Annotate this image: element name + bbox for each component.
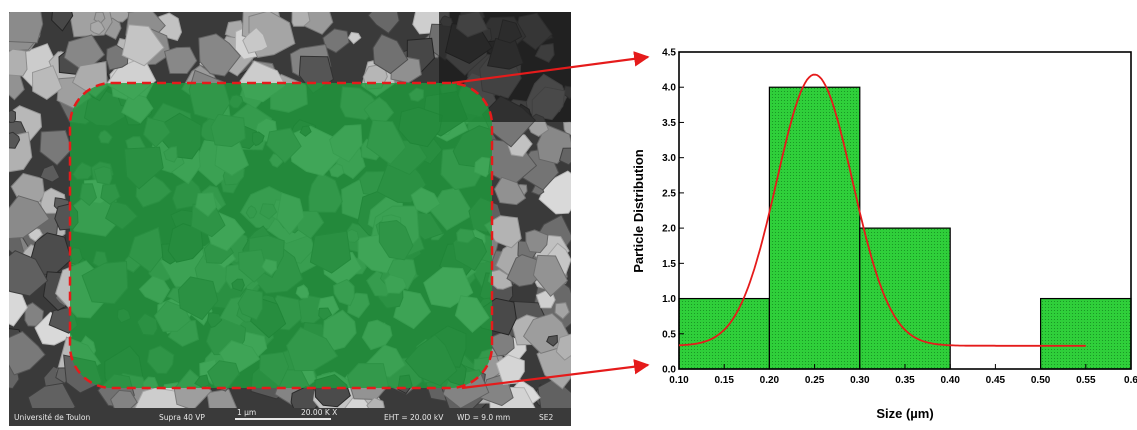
x-tick-label: 0.20 [760,375,780,386]
histogram-bar-0 [678,297,771,370]
x-tick-label: 0.6 [1124,375,1137,386]
y-tick-label: 3.5 [662,118,676,129]
x-tick-label: 0.40 [940,375,960,386]
x-axis-title: Size (µm) [876,406,933,421]
histogram-bar-1 [768,86,861,370]
gaussian-fit-curve [678,73,1086,347]
y-tick-label: 2.5 [662,188,676,199]
sem-scale-bar [235,418,331,420]
y-tick-label: 4.5 [662,48,676,59]
sem-instrument: Supra 40 VP [159,413,205,422]
y-tick-label: 4.0 [662,83,676,94]
arrow-top [451,51,650,85]
selected-region [68,81,494,390]
sem-scale-label: 1 µm [237,408,257,417]
histogram-bar-4 [1039,297,1132,370]
y-tick-label: 3.0 [662,153,676,164]
sem-info-bar: Université de Toulon Supra 40 VP 1 µm 20… [9,408,571,426]
sem-institution: Université de Toulon [14,413,91,422]
y-tick-label: 1.5 [662,259,676,270]
y-axis-title: Particle Distribution [631,149,646,273]
arrow-bottom [461,359,650,390]
x-tick-label: 0.10 [669,375,689,386]
x-tick-label: 0.50 [1031,375,1051,386]
x-tick-label: 0.25 [805,375,825,386]
y-tick-label: 0.5 [662,329,676,340]
x-tick-label: 0.45 [986,375,1006,386]
selection-overlay [68,81,494,390]
y-tick-label: 0.0 [662,365,676,376]
sem-detector: SE2 [539,413,554,422]
histogram-bar-2 [859,227,951,370]
x-tick-label: 0.30 [850,375,870,386]
sem-magnification: 20.00 K X [301,408,338,417]
sem-wd: WD = 9.0 mm [457,413,511,422]
sem-eht: EHT = 20.00 kV [384,413,444,422]
y-tick-label: 2.0 [662,224,676,235]
y-tick-label: 1.0 [662,294,676,305]
x-tick-label: 0.15 [714,375,734,386]
x-tick-label: 0.35 [895,375,915,386]
x-tick-label: 0.55 [1076,375,1096,386]
